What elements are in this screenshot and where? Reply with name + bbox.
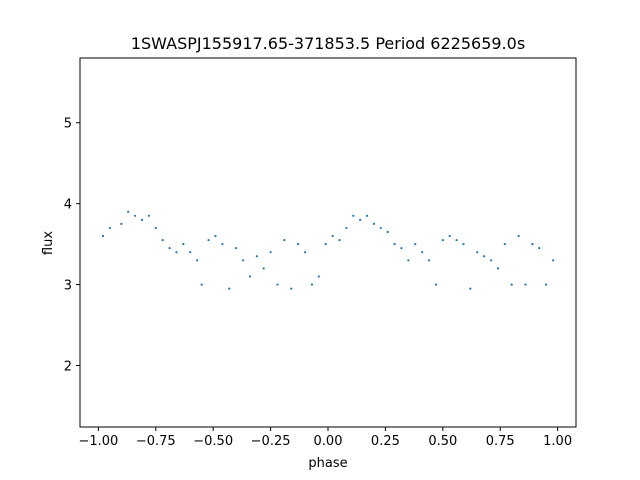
data-point <box>161 238 164 242</box>
data-point <box>248 275 252 278</box>
data-point <box>510 283 513 286</box>
data-point <box>379 226 382 230</box>
data-point <box>551 259 555 262</box>
data-point <box>352 214 355 217</box>
data-point <box>221 243 224 246</box>
data-point <box>476 251 479 254</box>
data-point <box>290 287 293 290</box>
y-tick-label: 2 <box>64 360 72 375</box>
x-tick-label: 1.00 <box>543 434 572 449</box>
data-point <box>262 267 265 270</box>
data-point <box>168 247 171 250</box>
data-point <box>140 218 144 221</box>
data-point <box>269 251 272 254</box>
data-point <box>469 287 472 290</box>
data-point <box>317 275 320 278</box>
data-point <box>462 243 465 246</box>
data-point <box>134 214 137 217</box>
data-point <box>489 259 493 262</box>
data-point <box>283 238 286 242</box>
data-point <box>531 243 534 246</box>
y-axis-label: flux <box>41 231 56 255</box>
data-point <box>196 259 199 262</box>
data-point <box>127 210 130 213</box>
data-point <box>448 234 451 238</box>
data-point <box>189 251 192 254</box>
x-tick-label: 0.25 <box>371 434 400 449</box>
data-point <box>228 287 231 290</box>
x-tick-label: −1.00 <box>78 434 118 449</box>
data-point <box>108 226 111 230</box>
data-point <box>120 222 123 225</box>
x-tick-label: 0.00 <box>314 434 343 449</box>
data-point <box>496 267 500 270</box>
data-point <box>359 218 362 221</box>
data-point <box>331 234 334 238</box>
data-point <box>434 283 438 286</box>
data-point <box>324 243 327 246</box>
data-point <box>455 238 458 242</box>
data-point <box>207 238 210 242</box>
y-axis-ticks: 2 3 4 5 <box>64 117 80 375</box>
data-point <box>483 255 486 258</box>
data-point <box>545 283 548 286</box>
x-tick-label: 0.50 <box>428 434 457 449</box>
data-point <box>365 214 369 217</box>
data-point <box>297 243 300 246</box>
x-tick-label: −0.75 <box>136 434 176 449</box>
data-point <box>524 283 527 286</box>
x-axis-label: phase <box>308 456 347 471</box>
data-point <box>255 255 258 258</box>
x-tick-label: 0.75 <box>486 434 515 449</box>
data-point <box>407 259 410 262</box>
data-point <box>214 234 217 238</box>
data-point <box>345 226 348 230</box>
data-point <box>200 283 203 286</box>
data-point <box>154 226 157 230</box>
data-point <box>441 238 444 242</box>
data-point <box>182 243 185 246</box>
data-point <box>372 222 376 225</box>
data-point <box>393 243 396 246</box>
y-tick-label: 5 <box>64 117 72 132</box>
data-point <box>400 247 403 250</box>
data-point <box>303 251 307 254</box>
data-point <box>276 283 279 286</box>
data-point <box>503 243 506 246</box>
data-point <box>175 251 178 254</box>
data-point <box>338 238 341 242</box>
data-point <box>101 234 105 238</box>
data-point <box>310 283 314 286</box>
y-tick-label: 4 <box>64 198 72 213</box>
x-axis-ticks: −1.00 −0.75 −0.50 −0.25 0.00 0.25 0.50 0.75 1.00 <box>78 427 572 449</box>
data-point <box>427 259 431 262</box>
data-points <box>101 210 555 290</box>
data-point <box>517 234 520 238</box>
y-tick-label: 3 <box>64 279 72 294</box>
data-point <box>538 247 541 250</box>
data-point <box>147 214 150 217</box>
x-tick-label: −0.50 <box>193 434 233 449</box>
chart-title: 1SWASPJ155917.65-371853.5 Period 6225659… <box>131 34 525 53</box>
data-point <box>241 259 245 262</box>
data-point <box>235 247 238 250</box>
data-point <box>386 230 389 234</box>
data-point <box>414 243 417 246</box>
x-tick-label: −0.25 <box>251 434 291 449</box>
data-point <box>421 251 424 254</box>
